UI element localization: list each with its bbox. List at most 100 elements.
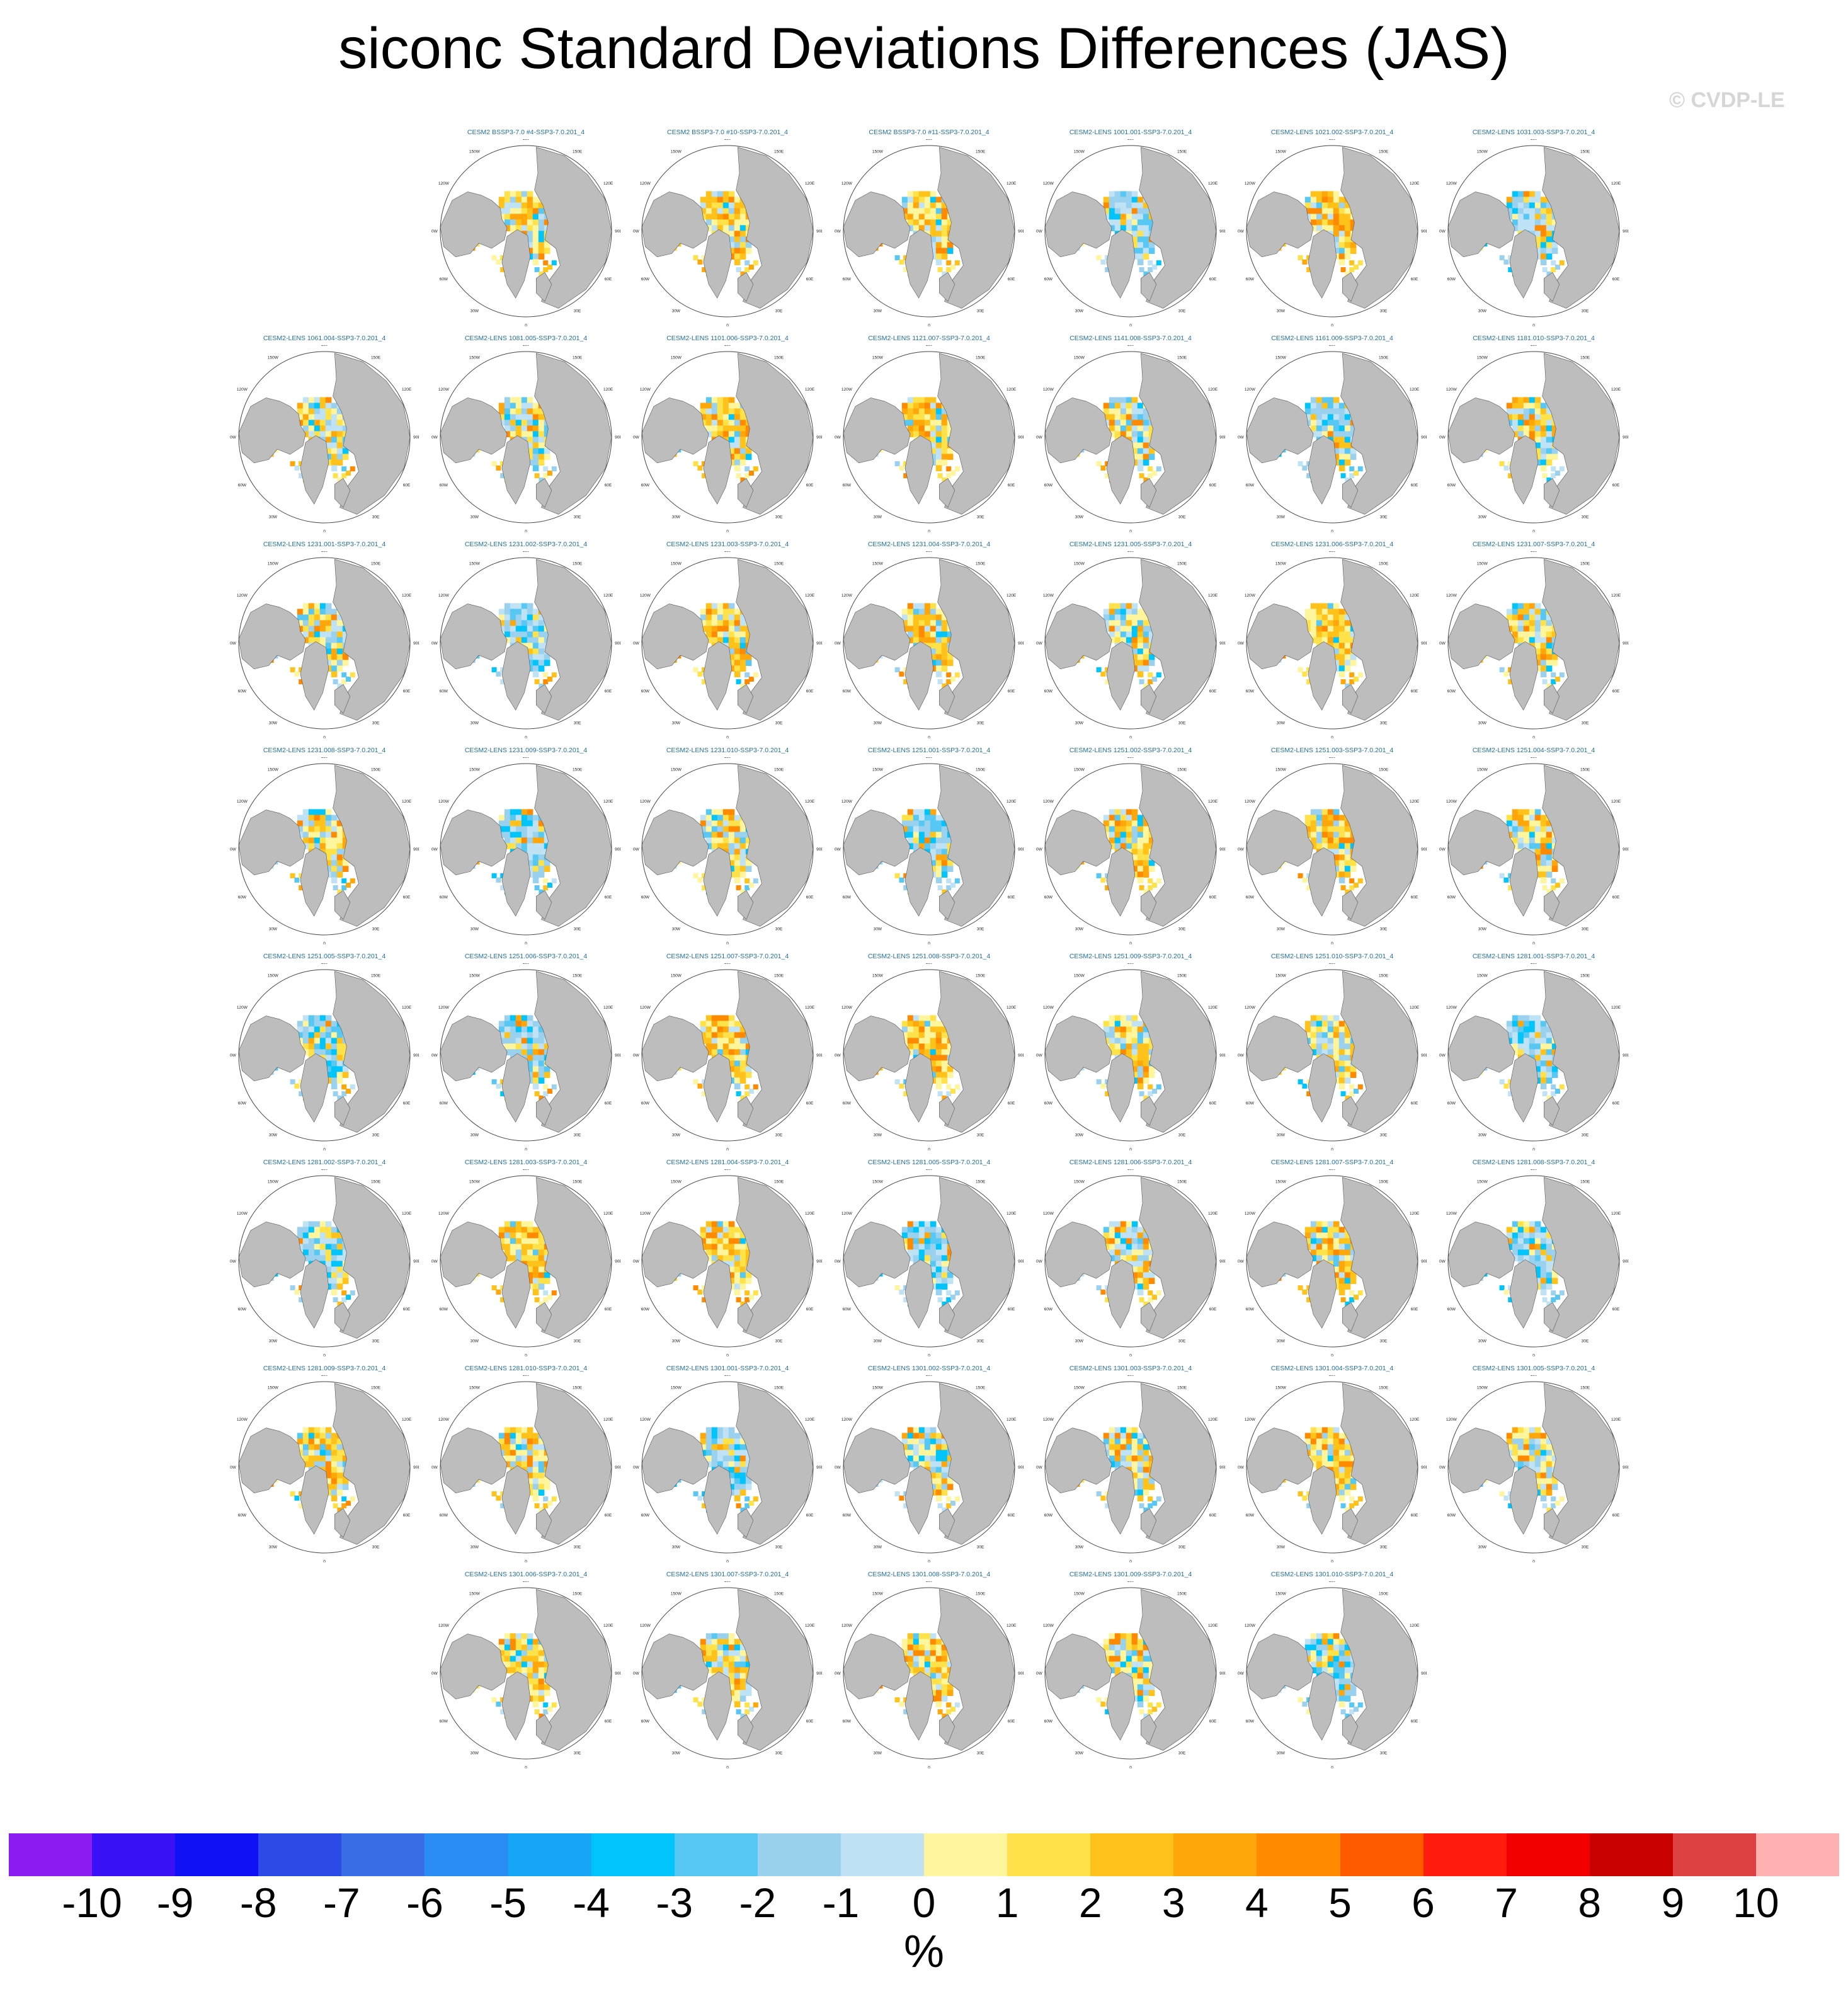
polar-map: 1800150W150E120W120E90W90E60W60E30W30E — [1238, 963, 1427, 1150]
map-panel-title: CESM2-LENS 1281.001-SSP3-7.0.201_4 — [1472, 953, 1595, 960]
ice-anomaly-cell — [1512, 431, 1519, 437]
ice-anomaly-cell — [717, 431, 724, 437]
ice-anomaly-cell — [532, 1238, 539, 1244]
ice-anomaly-cell — [924, 197, 931, 203]
ice-anomaly-cell — [1534, 1021, 1541, 1027]
ice-anomaly-cell — [498, 815, 505, 821]
ice-anomaly-cell — [1143, 866, 1149, 872]
longitude-label: 60W — [1246, 689, 1255, 694]
ice-anomaly-cell — [498, 202, 505, 209]
longitude-label: 30E — [1582, 927, 1589, 932]
ice-anomaly-cell — [1148, 654, 1155, 660]
ice-anomaly-cell — [1310, 815, 1317, 821]
longitude-label: 90W — [1439, 847, 1446, 852]
longitude-label: 60E — [1008, 895, 1015, 900]
ice-anomaly-cell — [734, 253, 741, 260]
ice-anomaly-cell — [302, 809, 309, 815]
ice-anomaly-cell — [924, 603, 931, 609]
ice-anomaly-cell — [1534, 197, 1541, 203]
ice-anomaly-cell — [1534, 854, 1541, 861]
longitude-label: 90W — [230, 1259, 237, 1264]
ice-edge-cell — [1148, 260, 1153, 266]
longitude-label: 90W — [1439, 1053, 1446, 1058]
ice-anomaly-cell — [941, 1055, 948, 1061]
map-panel: CESM2-LENS 1231.004-SSP3-7.0.201_4180015… — [835, 540, 1024, 738]
ice-anomaly-cell — [1540, 1066, 1547, 1072]
ice-anomaly-cell — [1534, 648, 1541, 655]
land-mass — [843, 604, 911, 670]
ice-anomaly-cell — [947, 1072, 954, 1078]
longitude-label: 120W — [841, 593, 853, 598]
ice-anomaly-cell — [521, 614, 528, 621]
ice-anomaly-cell — [336, 1232, 343, 1239]
ice-anomaly-cell — [538, 1077, 545, 1084]
ice-edge-cell — [350, 1290, 355, 1296]
ice-anomaly-cell — [1529, 837, 1536, 844]
ice-anomaly-cell — [1540, 671, 1547, 677]
ice-anomaly-cell — [532, 665, 539, 672]
ice-anomaly-cell — [1126, 843, 1132, 849]
ice-anomaly-cell — [1304, 408, 1311, 415]
ice-anomaly-cell — [930, 225, 937, 231]
ice-edge-cell — [341, 1290, 347, 1296]
ice-edge-cell — [744, 473, 750, 479]
ice-anomaly-cell — [924, 214, 931, 220]
map-panel: CESM2-LENS 1031.003-SSP3-7.0.201_4180015… — [1439, 128, 1628, 326]
ice-anomaly-cell — [1338, 236, 1345, 243]
ice-anomaly-cell — [521, 826, 528, 832]
ice-anomaly-cell — [538, 1026, 545, 1033]
map-panel-title: CESM2-LENS 1251.003-SSP3-7.0.201_4 — [1270, 747, 1394, 754]
ice-anomaly-cell — [1137, 253, 1144, 260]
longitude-label: 180 — [1531, 139, 1537, 141]
ice-anomaly-cell — [538, 854, 545, 861]
map-panel: CESM2-LENS 1251.005-SSP3-7.0.201_4180015… — [230, 952, 419, 1150]
ice-anomaly-cell — [907, 1049, 914, 1055]
map-border — [641, 969, 814, 1142]
ice-anomaly-cell — [302, 1221, 309, 1227]
ice-anomaly-cell — [527, 809, 533, 815]
ice-anomaly-cell — [930, 408, 937, 415]
ice-anomaly-cell — [544, 1066, 550, 1072]
ice-anomaly-cell — [314, 1249, 321, 1256]
ice-anomaly-cell — [1126, 1015, 1132, 1021]
longitude-label: 30E — [775, 309, 783, 314]
ice-anomaly-cell — [1517, 815, 1524, 821]
ice-anomaly-cell — [527, 1238, 533, 1244]
longitude-label: 0 — [1331, 324, 1333, 326]
ice-anomaly-cell — [1143, 219, 1149, 226]
ice-anomaly-cell — [941, 860, 948, 866]
ice-anomaly-cell — [1546, 626, 1553, 632]
ice-anomaly-cell — [527, 854, 533, 861]
ice-anomaly-cell — [538, 820, 545, 827]
longitude-label: 0 — [1129, 942, 1132, 944]
ice-anomaly-cell — [325, 448, 332, 454]
ice-anomaly-cell — [705, 219, 712, 226]
ice-anomaly-cell — [302, 820, 309, 827]
ice-anomaly-cell — [527, 1049, 533, 1055]
map-border — [440, 557, 612, 730]
ice-anomaly-cell — [739, 654, 746, 660]
ice-anomaly-cell — [717, 1015, 724, 1021]
map-border — [238, 557, 411, 730]
ice-anomaly-cell — [331, 454, 338, 460]
ice-anomaly-cell — [1137, 648, 1144, 655]
ice-anomaly-cell — [930, 242, 937, 248]
ice-anomaly-cell — [1143, 660, 1149, 666]
longitude-label: 60E — [1008, 1101, 1015, 1106]
longitude-label: 30W — [471, 309, 479, 314]
ice-anomaly-cell — [504, 626, 511, 632]
polar-map: 1800150W150E120W120E90W90E60W60E30W30E — [1439, 963, 1628, 1150]
ice-anomaly-cell — [308, 1238, 315, 1244]
ice-anomaly-cell — [930, 809, 937, 815]
ice-anomaly-cell — [1143, 437, 1149, 443]
ice-anomaly-cell — [1540, 877, 1547, 883]
ice-anomaly-cell — [527, 236, 533, 243]
ice-anomaly-cell — [1529, 425, 1536, 432]
ice-anomaly-cell — [935, 671, 942, 677]
ice-anomaly-cell — [302, 408, 309, 415]
ice-anomaly-cell — [739, 214, 746, 220]
ice-edge-cell — [496, 1289, 501, 1295]
ice-edge-cell — [1555, 471, 1560, 476]
ice-anomaly-cell — [527, 1026, 533, 1033]
ice-anomaly-cell — [1131, 420, 1138, 426]
